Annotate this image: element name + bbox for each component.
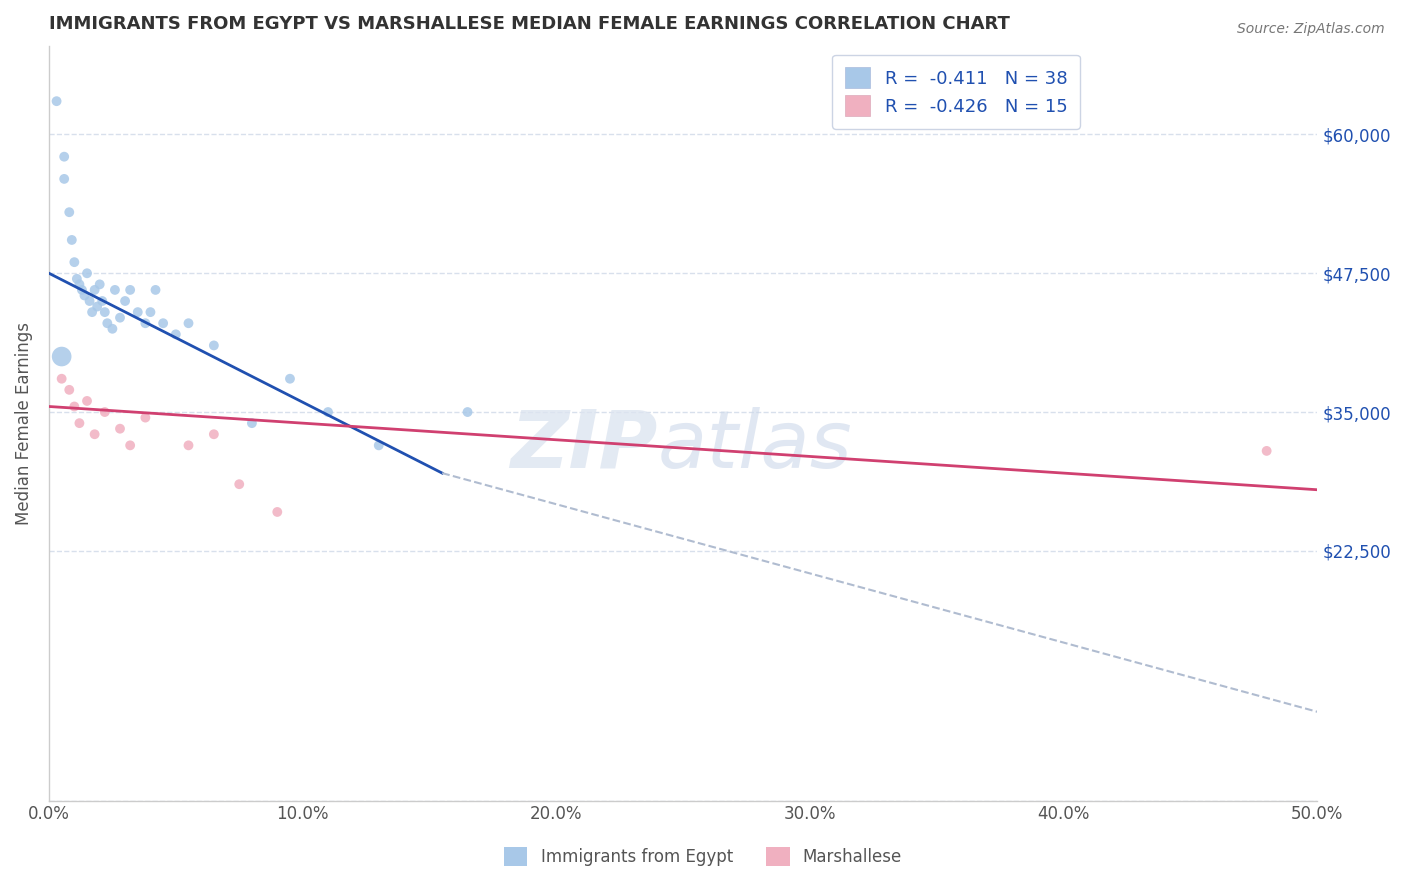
Text: Source: ZipAtlas.com: Source: ZipAtlas.com: [1237, 22, 1385, 37]
Point: [145, 283, 167, 297]
Point: [266, 505, 288, 519]
Point: [177, 316, 200, 330]
Point: [94, 405, 117, 419]
Point: [316, 405, 339, 419]
Point: [63, 400, 86, 414]
Point: [60, 233, 83, 247]
Point: [177, 438, 200, 452]
Point: [67, 416, 90, 430]
Point: [82, 305, 104, 319]
Point: [63, 255, 86, 269]
Point: [86, 300, 108, 314]
Point: [367, 438, 389, 452]
Point: [58, 205, 80, 219]
Point: [53, 150, 76, 164]
Point: [278, 372, 301, 386]
Point: [73, 288, 96, 302]
Point: [152, 316, 174, 330]
Point: [120, 283, 142, 297]
Point: [139, 305, 162, 319]
Point: [202, 427, 225, 442]
Point: [58, 383, 80, 397]
Point: [89, 277, 111, 292]
Point: [165, 327, 187, 342]
Point: [134, 316, 156, 330]
Point: [51, 372, 73, 386]
Point: [108, 422, 131, 436]
Point: [240, 416, 263, 430]
Text: atlas: atlas: [658, 407, 852, 484]
Point: [66, 272, 89, 286]
Legend: Immigrants from Egypt, Marshallese: Immigrants from Egypt, Marshallese: [491, 833, 915, 880]
Point: [45, 94, 67, 108]
Point: [51, 350, 73, 364]
Point: [96, 316, 118, 330]
Point: [228, 477, 250, 491]
Point: [70, 283, 93, 297]
Point: [83, 427, 105, 442]
Legend: R =  -0.411   N = 38, R =  -0.426   N = 15: R = -0.411 N = 38, R = -0.426 N = 15: [832, 54, 1080, 129]
Point: [108, 310, 131, 325]
Y-axis label: Median Female Earnings: Median Female Earnings: [15, 322, 32, 524]
Point: [91, 293, 114, 308]
Point: [76, 266, 98, 280]
Point: [79, 293, 101, 308]
Point: [53, 172, 76, 186]
Point: [67, 277, 90, 292]
Point: [1256, 443, 1278, 458]
Text: ZIP: ZIP: [510, 407, 658, 484]
Point: [127, 305, 149, 319]
Point: [94, 305, 117, 319]
Point: [114, 293, 136, 308]
Point: [101, 322, 124, 336]
Point: [120, 438, 142, 452]
Point: [104, 283, 127, 297]
Text: IMMIGRANTS FROM EGYPT VS MARSHALLESE MEDIAN FEMALE EARNINGS CORRELATION CHART: IMMIGRANTS FROM EGYPT VS MARSHALLESE MED…: [49, 15, 1010, 33]
Point: [202, 338, 225, 352]
Point: [83, 283, 105, 297]
Point: [134, 410, 156, 425]
Point: [457, 405, 479, 419]
Point: [76, 393, 98, 408]
